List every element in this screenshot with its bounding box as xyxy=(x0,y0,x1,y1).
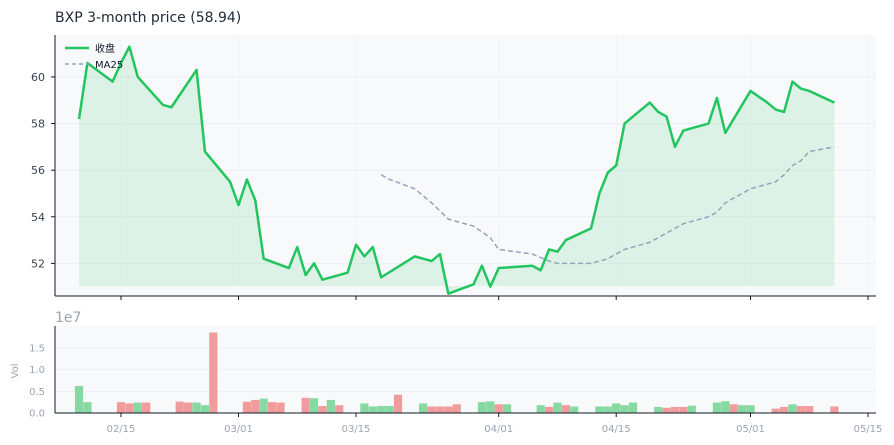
volume-bar xyxy=(788,404,797,413)
volume-bar xyxy=(486,401,495,413)
volume-bar xyxy=(125,403,134,413)
volume-bar xyxy=(326,399,335,413)
ma25-line xyxy=(380,146,835,265)
volume-bar xyxy=(192,402,201,413)
volume-bar xyxy=(544,406,554,413)
volume-bar xyxy=(133,402,142,413)
volume-bar xyxy=(654,406,663,413)
volume-bar xyxy=(738,405,747,413)
volume-bar xyxy=(335,405,344,413)
volume-bar xyxy=(553,402,562,413)
volume-bar xyxy=(620,405,629,413)
volume-bar xyxy=(175,401,184,413)
volume-x-axis: 02/15 03/01 03/15 04/01 04/15 05/01 05/15 xyxy=(107,413,883,435)
volume-offset-label: 1e7 xyxy=(55,310,81,326)
volume-bar xyxy=(603,406,612,413)
volume-bar xyxy=(360,403,369,413)
x-tick-label: 05/01 xyxy=(736,424,765,435)
volume-bar xyxy=(267,402,277,413)
volume-bar xyxy=(536,405,545,413)
x-tick-label: 02/15 xyxy=(107,424,136,435)
price-y-tick-label: 60 xyxy=(31,71,45,84)
price-y-axis: 52 54 56 58 60 xyxy=(31,71,55,270)
volume-bar xyxy=(74,386,84,413)
volume-bar xyxy=(771,408,780,413)
volume-y-tick-label: 0.5 xyxy=(29,387,45,398)
volume-bar xyxy=(712,402,722,413)
volume-bar xyxy=(368,406,377,413)
legend: 收盘 MA25 xyxy=(65,42,123,71)
volume-bar xyxy=(729,404,738,413)
volume-bar xyxy=(670,406,680,413)
volume-bar xyxy=(561,405,570,413)
volume-bar xyxy=(276,402,285,413)
volume-bar xyxy=(805,406,814,413)
volume-y-tick-label: 1.5 xyxy=(29,343,45,354)
volume-bar xyxy=(779,406,789,413)
volume-bar xyxy=(628,402,638,413)
volume-bar xyxy=(662,407,671,413)
volume-bar xyxy=(687,405,696,413)
volume-bar xyxy=(502,404,512,413)
volume-bar xyxy=(796,406,805,413)
price-marks xyxy=(77,45,835,295)
price-y-tick-label: 54 xyxy=(31,211,45,224)
volume-bar xyxy=(393,394,403,413)
price-y-tick-label: 56 xyxy=(31,164,45,177)
volume-bar xyxy=(477,402,487,413)
volume-bar xyxy=(452,404,461,413)
legend-ma25-label: MA25 xyxy=(95,60,123,71)
volume-bar xyxy=(612,403,621,413)
volume-bar xyxy=(427,406,436,413)
volume-y-tick-label: 0.0 xyxy=(29,409,45,420)
x-tick-label: 03/15 xyxy=(342,424,371,435)
volume-bar xyxy=(242,401,251,413)
volume-bar xyxy=(570,406,579,413)
volume-bar xyxy=(419,403,428,413)
volume-bar xyxy=(309,398,319,413)
volume-marks xyxy=(74,332,839,413)
price-y-tick-label: 52 xyxy=(31,257,45,270)
volume-bar xyxy=(494,404,503,413)
volume-bar xyxy=(251,399,260,413)
volume-bar xyxy=(200,405,210,413)
volume-bar xyxy=(595,406,604,413)
volume-bar xyxy=(209,332,218,413)
x-tick-label: 05/15 xyxy=(854,424,883,435)
volume-bar xyxy=(259,398,268,413)
volume-bar xyxy=(142,402,151,413)
volume-bar xyxy=(377,406,386,413)
volume-bar xyxy=(116,402,126,413)
volume-y-tick-label: 1.0 xyxy=(29,365,45,376)
x-tick-label: 04/15 xyxy=(602,424,631,435)
volume-bar xyxy=(385,406,394,413)
close-area-fill xyxy=(79,46,835,294)
volume-bar xyxy=(746,405,755,413)
volume-bar xyxy=(830,406,839,413)
x-tick-label: 03/01 xyxy=(224,424,253,435)
legend-close-label: 收盘 xyxy=(95,42,115,55)
close-price-line xyxy=(77,45,835,295)
volume-bar xyxy=(318,406,327,413)
volume-bar xyxy=(301,397,310,413)
volume-bar xyxy=(83,402,92,413)
chart-title: BXP 3-month price (58.94) xyxy=(55,10,241,26)
price-x-ticks xyxy=(120,296,869,300)
x-tick-label: 04/01 xyxy=(484,424,513,435)
volume-bar xyxy=(435,406,445,413)
volume-y-label: Vol xyxy=(10,364,21,379)
volume-y-axis: 0.0 0.5 1.0 1.5 xyxy=(29,343,45,419)
volume-bar xyxy=(444,406,453,413)
volume-bar xyxy=(184,402,193,413)
volume-bar xyxy=(721,401,730,413)
price-y-tick-label: 58 xyxy=(31,118,45,131)
volume-bar xyxy=(679,406,688,413)
